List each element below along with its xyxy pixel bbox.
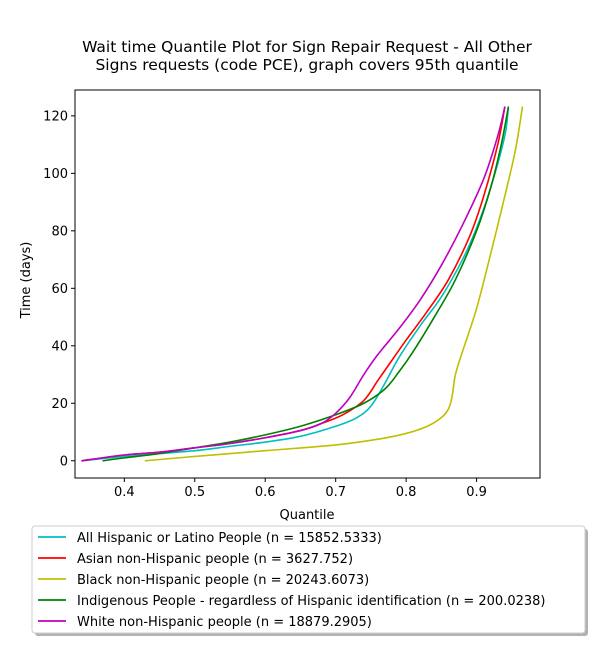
- series-line-1: [81, 106, 510, 462]
- y-tick-label: 0: [60, 454, 68, 469]
- y-tick-label: 20: [51, 397, 68, 412]
- y-axis: 0 20 40 60 80 100 120: [43, 109, 75, 469]
- series-line-5: [81, 106, 506, 462]
- legend-label-1: All Hispanic or Latino People (n = 15852…: [77, 531, 382, 546]
- series-line-2: [81, 106, 506, 462]
- legend-label-5: White non-Hispanic people (n = 18879.290…: [77, 615, 372, 630]
- chart-title-line-1: Wait time Quantile Plot for Sign Repair …: [82, 38, 532, 56]
- y-tick-label: 40: [51, 339, 68, 354]
- y-tick-label: 100: [43, 167, 68, 182]
- chart-title: Wait time Quantile Plot for Sign Repair …: [82, 38, 532, 74]
- legend-label-3: Black non-Hispanic people (n = 20243.607…: [77, 573, 369, 588]
- legend: All Hispanic or Latino People (n = 15852…: [31, 525, 588, 636]
- x-tick-label: 0.8: [396, 485, 417, 500]
- chart-title-line-2: Signs requests (code PCE), graph covers …: [95, 56, 518, 74]
- series-line-4: [102, 106, 510, 462]
- plot-series-group: [81, 106, 524, 462]
- y-axis-label: Time (days): [19, 242, 34, 320]
- x-tick-label: 0.7: [325, 485, 346, 500]
- legend-box: [31, 525, 586, 634]
- y-tick-label: 60: [51, 282, 68, 297]
- x-tick-label: 0.5: [184, 485, 205, 500]
- series-line-3: [144, 106, 524, 462]
- legend-label-2: Asian non-Hispanic people (n = 3627.752): [77, 552, 353, 567]
- legend-label-4: Indigenous People - regardless of Hispan…: [77, 594, 546, 609]
- x-axis: 0.4 0.5 0.6 0.7 0.8 0.9: [114, 478, 487, 500]
- x-tick-label: 0.4: [114, 485, 135, 500]
- plot-frame: [74, 89, 541, 479]
- y-tick-label: 120: [43, 109, 68, 124]
- x-tick-label: 0.9: [466, 485, 487, 500]
- x-tick-label: 0.6: [255, 485, 276, 500]
- x-axis-label: Quantile: [280, 508, 335, 523]
- y-tick-label: 80: [51, 224, 68, 239]
